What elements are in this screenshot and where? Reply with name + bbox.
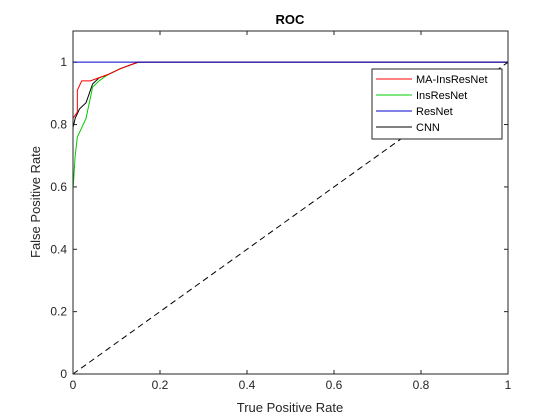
x-tick-label: 0 xyxy=(70,378,77,392)
y-tick-label: 1 xyxy=(60,55,67,69)
legend-entry: CNN xyxy=(416,122,440,134)
y-tick-label: 0.8 xyxy=(50,118,67,132)
x-tick-label: 0.6 xyxy=(326,378,343,392)
y-tick-label: 0.2 xyxy=(50,305,67,319)
y-tick-label: 0 xyxy=(60,367,67,381)
legend-entry: MA-InsResNet xyxy=(416,74,488,86)
legend: MA-InsResNet InsResNet ResNet CNN xyxy=(371,68,503,140)
x-tick-label: 0.2 xyxy=(152,378,169,392)
y-tick-label: 0.6 xyxy=(50,180,67,194)
x-tick-label: 0.8 xyxy=(413,378,430,392)
legend-entry: ResNet xyxy=(416,106,453,118)
x-tick-label: 0.4 xyxy=(239,378,256,392)
chart-title: ROC xyxy=(276,12,306,27)
x-tick-label: 1 xyxy=(505,378,512,392)
y-axis-label: False Positive Rate xyxy=(28,146,43,258)
x-axis-label: True Positive Rate xyxy=(237,400,343,415)
axis-ticks: 0 0.2 0.4 0.6 0.8 1 0 0.2 0.4 0.6 0.8 1 xyxy=(50,31,512,392)
plot-frame xyxy=(72,30,509,375)
legend-entry: InsResNet xyxy=(416,90,467,102)
y-tick-label: 0.4 xyxy=(50,242,67,256)
